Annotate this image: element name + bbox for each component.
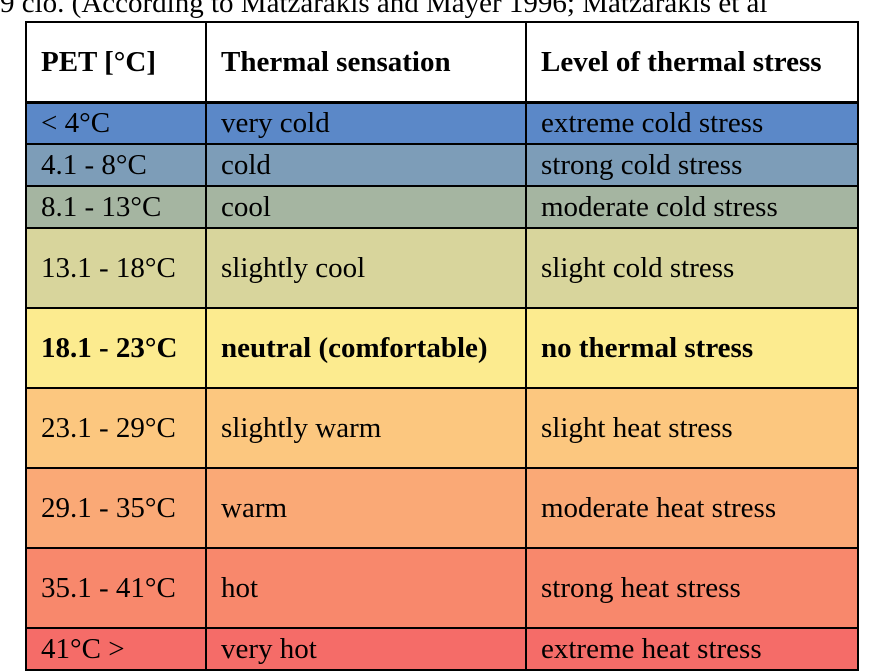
sensation-cell: cool	[205, 185, 527, 229]
pet-cell: 23.1 - 29°C	[25, 387, 207, 469]
table-row: 23.1 - 29°C slightly warm slight heat st…	[25, 387, 859, 469]
pet-cell: < 4°C	[25, 100, 207, 145]
sensation-cell: very hot	[205, 627, 527, 671]
pet-cell: 8.1 - 13°C	[25, 185, 207, 229]
sensation-cell: neutral (comfortable)	[205, 307, 527, 389]
sensation-cell: warm	[205, 467, 527, 549]
table-row: 29.1 - 35°C warm moderate heat stress	[25, 467, 859, 549]
table-row: 41°C > very hot extreme heat stress	[25, 627, 859, 671]
stress-cell: moderate cold stress	[525, 185, 859, 229]
sensation-cell: very cold	[205, 100, 527, 145]
stress-cell: no thermal stress	[525, 307, 859, 389]
caption-text: 9 clo. (According to Matzarakis and Maye…	[0, 0, 768, 19]
sensation-cell: slightly warm	[205, 387, 527, 469]
table-row: 18.1 - 23°C neutral (comfortable) no the…	[25, 307, 859, 389]
table-row: < 4°C very cold extreme cold stress	[25, 100, 859, 145]
thermal-stress-table: PET [°C] Thermal sensation Level of ther…	[25, 21, 859, 671]
table-row: 4.1 - 8°C cold strong cold stress	[25, 143, 859, 187]
stress-cell: slight cold stress	[525, 227, 859, 309]
sensation-cell: slightly cool	[205, 227, 527, 309]
table-row: 13.1 - 18°C slightly cool slight cold st…	[25, 227, 859, 309]
stress-cell: strong cold stress	[525, 143, 859, 187]
stress-cell: extreme cold stress	[525, 100, 859, 145]
pet-cell: 35.1 - 41°C	[25, 547, 207, 629]
sensation-cell: hot	[205, 547, 527, 629]
header-thermal-sensation: Thermal sensation	[205, 21, 527, 103]
stress-cell: extreme heat stress	[525, 627, 859, 671]
header-row: PET [°C] Thermal sensation Level of ther…	[25, 21, 859, 103]
header-pet: PET [°C]	[25, 21, 207, 103]
table-row: 35.1 - 41°C hot strong heat stress	[25, 547, 859, 629]
header-stress-level: Level of thermal stress	[525, 21, 859, 103]
stress-cell: strong heat stress	[525, 547, 859, 629]
pet-cell: 41°C >	[25, 627, 207, 671]
stress-cell: slight heat stress	[525, 387, 859, 469]
pet-cell: 4.1 - 8°C	[25, 143, 207, 187]
pet-cell: 18.1 - 23°C	[25, 307, 207, 389]
sensation-cell: cold	[205, 143, 527, 187]
pet-cell: 13.1 - 18°C	[25, 227, 207, 309]
table-row: 8.1 - 13°C cool moderate cold stress	[25, 185, 859, 229]
stress-cell: moderate heat stress	[525, 467, 859, 549]
pet-cell: 29.1 - 35°C	[25, 467, 207, 549]
